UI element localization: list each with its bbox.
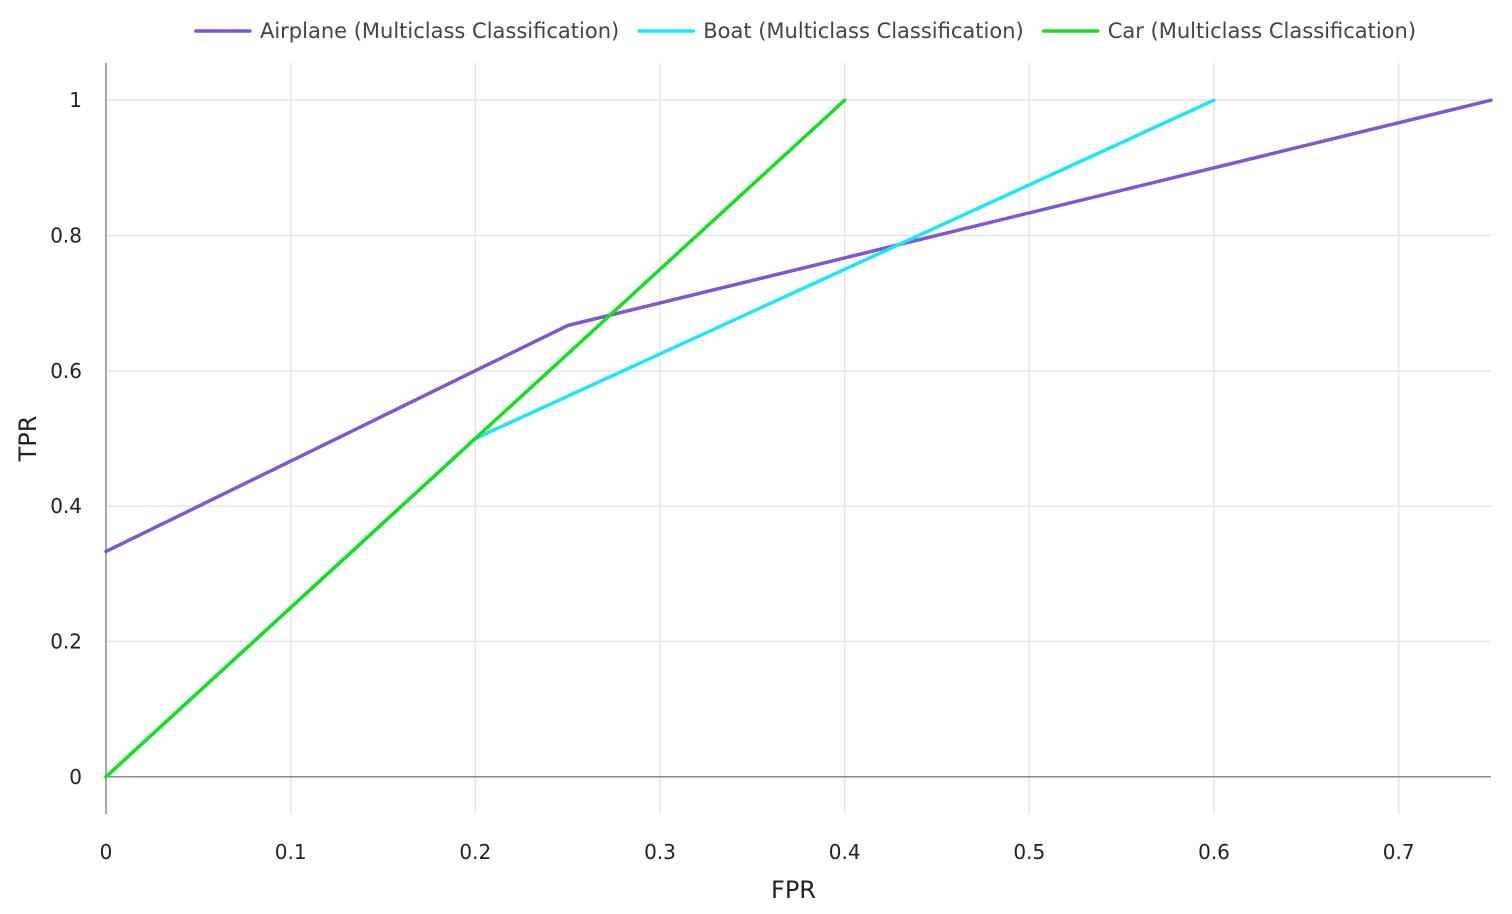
y-tick-label: 0.4: [50, 494, 82, 518]
legend-item[interactable]: Boat (Multiclass Classification): [637, 19, 1024, 43]
y-tick-label: 1: [69, 88, 82, 112]
y-axis-title: TPR: [14, 416, 42, 463]
y-tick-label: 0.6: [50, 359, 82, 383]
x-tick-label: 0.5: [1013, 840, 1045, 864]
y-tick-label: 0: [69, 765, 82, 789]
y-tick-label: 0.8: [50, 224, 82, 248]
x-tick-label: 0.1: [275, 840, 307, 864]
axes: [105, 63, 1491, 814]
x-axis-title: FPR: [771, 876, 816, 904]
tick-labels: 0 0.1 0.2 0.3 0.4 0.5 0.6 0.7 0 0.2 0.4 0.6 0.8 1: [50, 88, 1414, 864]
y-tick-label: 0.2: [50, 629, 82, 653]
legend-label: Boat (Multiclass Classification): [703, 19, 1024, 43]
x-tick-label: 0.4: [829, 840, 861, 864]
legend: Airplane (Multiclass Classification) Boat…: [194, 19, 1416, 43]
grid: [106, 63, 1491, 814]
x-tick-label: 0.6: [1198, 840, 1230, 864]
legend-label: Car (Multiclass Classification): [1108, 19, 1416, 43]
x-tick-label: 0.3: [644, 840, 676, 864]
legend-label: Airplane (Multiclass Classification): [260, 19, 619, 43]
x-tick-label: 0.2: [459, 840, 491, 864]
x-tick-label: 0: [100, 840, 113, 864]
series-lines: [104, 98, 1493, 779]
series-line: [104, 98, 847, 779]
legend-item[interactable]: Airplane (Multiclass Classification): [194, 19, 619, 43]
legend-item[interactable]: Car (Multiclass Classification): [1041, 19, 1416, 43]
x-tick-label: 0.7: [1383, 840, 1415, 864]
series-line: [104, 98, 1493, 554]
